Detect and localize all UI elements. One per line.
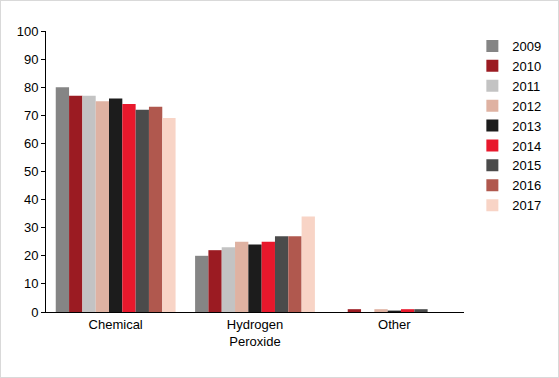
svg-text:2016: 2016: [512, 178, 541, 193]
svg-text:30: 30: [24, 220, 38, 235]
svg-text:70: 70: [24, 108, 38, 123]
svg-text:2012: 2012: [512, 99, 541, 114]
svg-text:90: 90: [24, 52, 38, 67]
svg-text:2017: 2017: [512, 198, 541, 213]
svg-text:Chemical: Chemical: [89, 317, 143, 332]
svg-text:60: 60: [24, 136, 38, 151]
svg-text:50: 50: [24, 164, 38, 179]
svg-text:2013: 2013: [512, 119, 541, 134]
svg-text:10: 10: [24, 276, 38, 291]
svg-text:2014: 2014: [512, 139, 541, 154]
svg-text:2015: 2015: [512, 158, 541, 173]
svg-text:20: 20: [24, 248, 38, 263]
svg-text:40: 40: [24, 192, 38, 207]
svg-text:HydrogenPeroxide: HydrogenPeroxide: [227, 317, 283, 349]
svg-text:2011: 2011: [512, 79, 540, 94]
svg-text:2009: 2009: [512, 39, 541, 54]
svg-text:100: 100: [17, 24, 39, 39]
svg-text:2010: 2010: [512, 59, 541, 74]
svg-text:0: 0: [31, 305, 38, 320]
svg-text:80: 80: [24, 80, 38, 95]
svg-text:Other: Other: [378, 317, 411, 332]
